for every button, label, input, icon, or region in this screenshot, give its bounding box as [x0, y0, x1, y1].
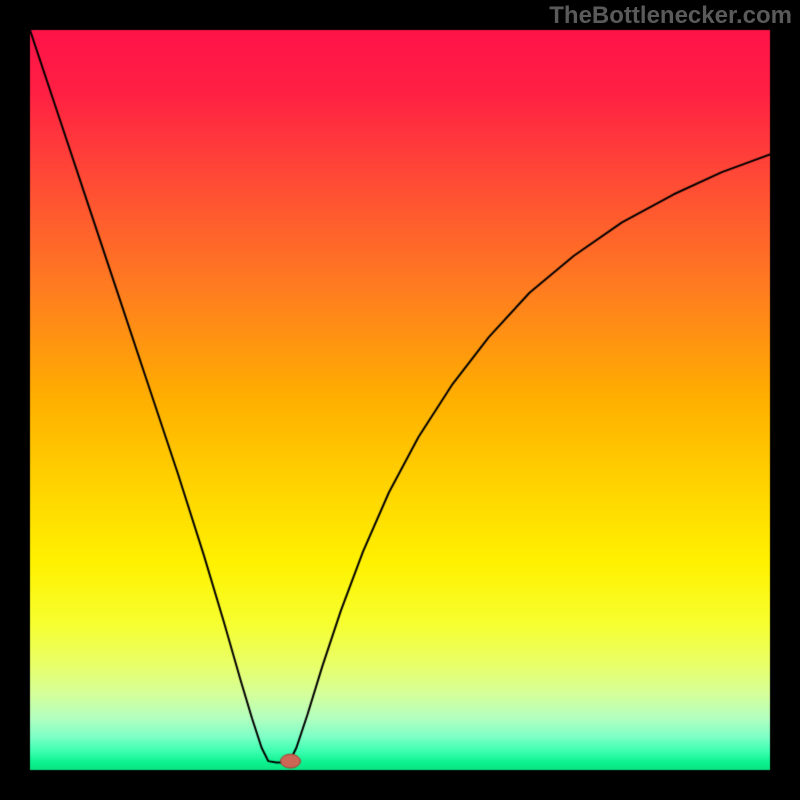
chart-container: TheBottlenecker.com	[0, 0, 800, 800]
attribution-text: TheBottlenecker.com	[549, 2, 792, 30]
bottleneck-chart-canvas	[0, 0, 800, 800]
